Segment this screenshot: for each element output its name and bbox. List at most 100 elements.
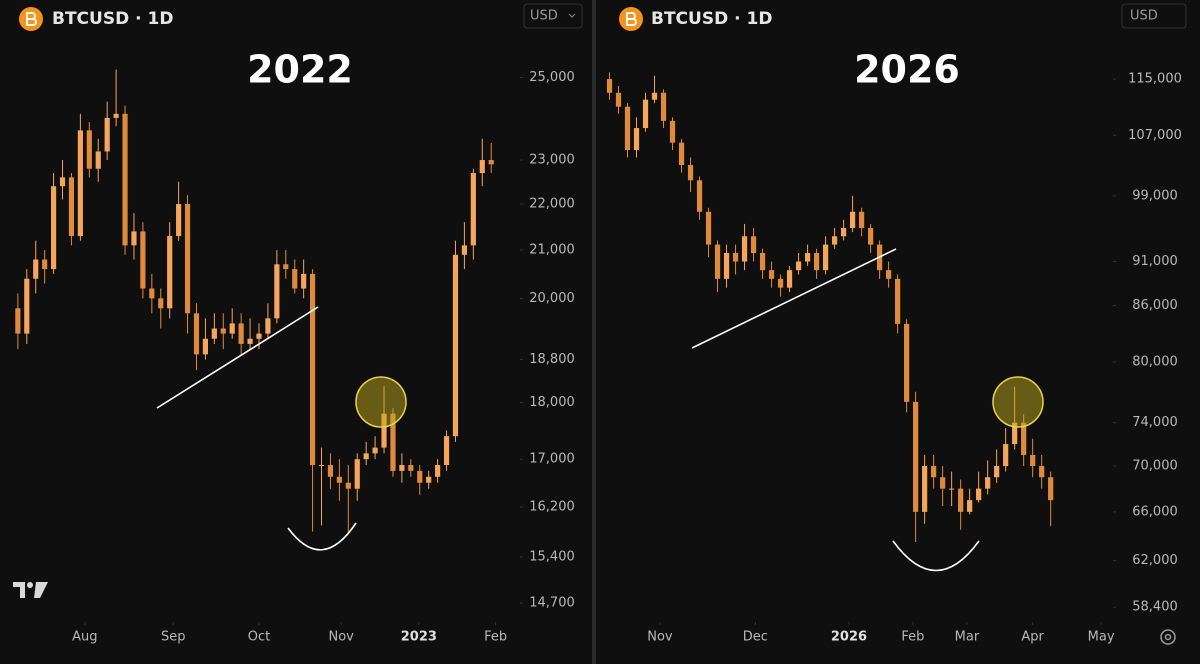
chart-pane: BTCUSD · 1D USD 2026 58,400 62,000 66,000 7… [606, 3, 1187, 645]
y-tick-label: 20,000 [529, 291, 575, 306]
candle-body [86, 130, 92, 169]
candle-body [193, 313, 200, 355]
candle-body [849, 211, 856, 229]
y-tick-label: 86,000 [1132, 298, 1178, 313]
y-tick-label: 25,000 [529, 70, 575, 85]
candle-body [479, 160, 485, 174]
candle-body [886, 270, 892, 279]
candle-body [113, 113, 119, 118]
candle-body [651, 92, 658, 100]
candle-body [994, 466, 1000, 478]
x-tick-label: Apr [1021, 630, 1044, 645]
candle-body [1012, 422, 1018, 445]
year-label: 2022 [247, 48, 353, 92]
candle-body [723, 253, 730, 279]
x-tick-label: Nov [647, 630, 673, 645]
bitcoin-glyph [626, 12, 637, 26]
trend-line [156, 306, 319, 409]
highlight-circle [355, 376, 407, 428]
currency[interactable]: USD [530, 9, 558, 24]
candle-body [750, 236, 757, 254]
candle-body [741, 236, 748, 262]
candle-body [831, 236, 838, 245]
y-tick-label: 99,000 [1132, 188, 1178, 203]
chart-pane: BTCUSD · 1D USD 2022 14,700 15,400 16,200 1… [13, 3, 583, 645]
candle-body [813, 253, 820, 271]
candle-body [131, 231, 137, 246]
candle-body [804, 253, 811, 262]
currency-select[interactable] [1121, 3, 1187, 29]
candle-body [606, 79, 613, 93]
currency[interactable]: USD [1130, 9, 1158, 24]
candle-body [184, 204, 191, 314]
bitcoin-glyph [26, 12, 37, 26]
candle-body [354, 459, 360, 489]
candle-body [426, 476, 432, 483]
candle-body [95, 151, 101, 169]
candle-body [33, 259, 39, 279]
y-tick-label: 74,000 [1132, 415, 1178, 430]
x-tick-label: Feb [484, 630, 507, 645]
candle-body [714, 244, 721, 279]
y-tick-label: 80,000 [1132, 354, 1178, 369]
y-tick-label: 18,000 [529, 395, 575, 410]
y-tick-label: 66,000 [1132, 504, 1178, 519]
bottom-arc [287, 522, 357, 551]
candle-body [976, 488, 982, 501]
candle-body [42, 259, 48, 270]
candle-body [211, 328, 217, 339]
candle-body [922, 466, 928, 512]
candle-body [949, 488, 955, 490]
candle-body [931, 466, 937, 478]
candle-body [967, 500, 973, 512]
candle-body [274, 264, 280, 319]
candle-body [985, 477, 991, 489]
candle-body [345, 482, 351, 489]
candle-body [24, 278, 30, 334]
settings-icon[interactable] [1160, 629, 1176, 645]
year-label: 2026 [854, 48, 960, 92]
candle-body [615, 92, 622, 107]
candle-body [443, 436, 450, 466]
x-tick-label: Dec [743, 630, 768, 645]
candle-body [759, 253, 766, 271]
candle-body [336, 476, 342, 483]
candle-body [435, 465, 441, 477]
candle-body [470, 173, 476, 246]
candle-body [461, 245, 468, 255]
candle-body [220, 328, 226, 334]
candle-body [1039, 466, 1045, 478]
trend-line [691, 248, 897, 349]
candle-body [363, 453, 369, 460]
candle-body [283, 264, 289, 270]
candle-body [50, 186, 57, 270]
candle-body [167, 236, 173, 309]
x-tick-label: 2026 [831, 630, 867, 645]
y-tick-label: 70,000 [1132, 459, 1178, 474]
y-tick-label: 16,200 [529, 499, 575, 514]
currency-select[interactable] [523, 3, 583, 29]
candle-body [705, 211, 712, 245]
candle-body [158, 298, 164, 309]
x-tick-label: Nov [328, 630, 354, 645]
y-tick-label: 107,000 [1128, 128, 1182, 143]
candle-body [68, 177, 75, 237]
candle-body [858, 211, 865, 229]
highlight-circle [992, 376, 1044, 428]
candle-body [768, 270, 775, 279]
y-tick-label: 91,000 [1132, 254, 1178, 269]
candle-body [696, 180, 703, 212]
candle-body [390, 413, 396, 471]
pane-divider [592, 0, 596, 664]
candle-body [913, 401, 919, 512]
y-tick-label: 23,000 [529, 153, 575, 168]
symbol-title: BTCUSD · 1D [651, 9, 772, 29]
x-tick-label: 2023 [401, 630, 437, 645]
candle-body [1030, 454, 1036, 467]
watermark [13, 582, 48, 598]
candle-body [77, 130, 83, 237]
candle-body [840, 228, 847, 237]
x-tick-label: Sep [161, 630, 186, 645]
x-tick-label: Oct [248, 630, 270, 645]
candle-body [1048, 477, 1054, 501]
